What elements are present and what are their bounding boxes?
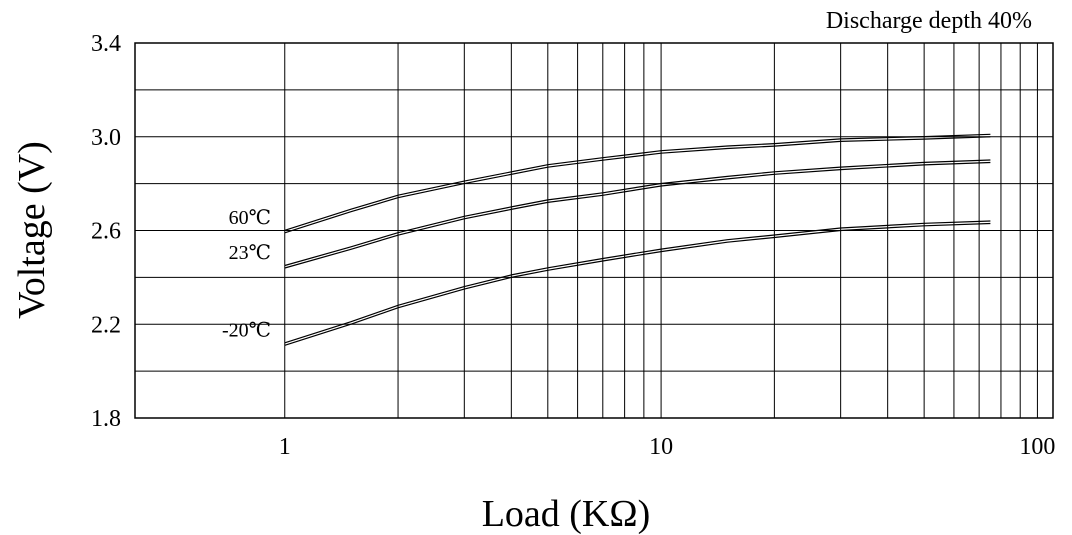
series-line-2	[284, 222, 991, 346]
x-tick-label: 10	[649, 434, 673, 460]
series-line-0-outline	[284, 133, 991, 231]
y-tick-label: 3.4	[91, 31, 121, 57]
y-tick-label: 1.8	[91, 406, 121, 432]
y-tick-label: 2.2	[91, 312, 121, 338]
y-tick-label: 3.0	[91, 125, 121, 151]
series-lines	[284, 133, 991, 346]
series-line-1	[284, 161, 991, 269]
series-line-0	[284, 136, 991, 234]
grid	[135, 42, 1053, 419]
series-label: 23℃	[229, 242, 271, 264]
series-line-1-outline	[284, 159, 991, 267]
series-line-2-outline	[284, 220, 991, 344]
series-label: 60℃	[229, 207, 271, 229]
x-tick-label: 100	[1019, 434, 1055, 460]
x-axis-title: Load (KΩ)	[482, 493, 651, 535]
series-label: -20℃	[222, 319, 271, 341]
chart-annotation: Discharge depth 40%	[826, 8, 1032, 34]
labels: 1.8 2.2 2.6 3.0 3.4 1 10 100 60℃ 23℃ -20℃	[91, 31, 1055, 460]
plot-frame	[134, 42, 1054, 419]
y-tick-label: 2.6	[91, 219, 121, 245]
x-tick-label: 1	[279, 434, 291, 460]
y-axis-title: Voltage (V)	[11, 141, 53, 319]
